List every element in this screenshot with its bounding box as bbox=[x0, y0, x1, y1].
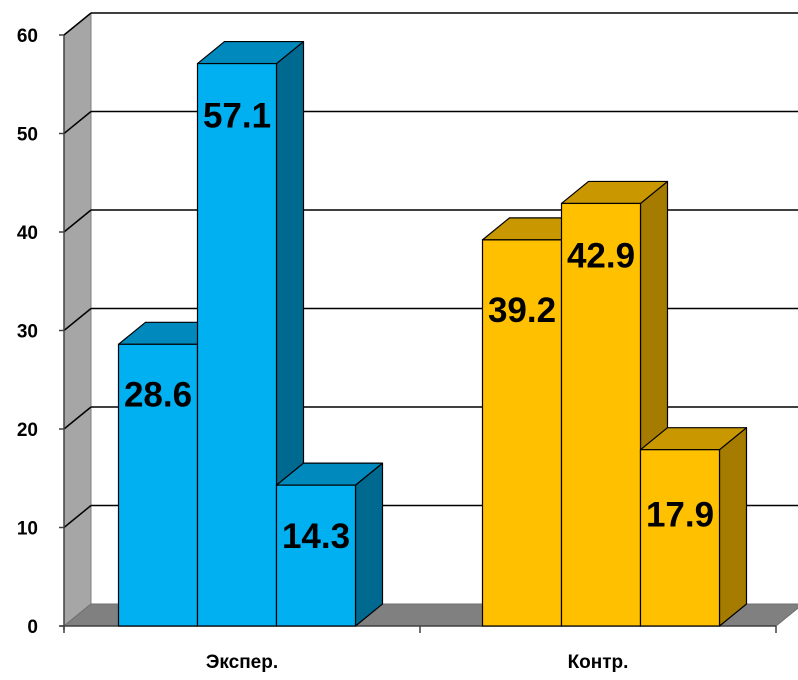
x-category-label: Экспер. bbox=[206, 652, 278, 673]
data-label: 39.2 bbox=[488, 291, 556, 330]
bar-side bbox=[718, 427, 748, 627]
x-category-label: Контр. bbox=[568, 652, 629, 673]
bar bbox=[275, 484, 357, 627]
bar bbox=[639, 449, 721, 627]
y-tick-label: 20 bbox=[17, 420, 38, 441]
data-label: 17.9 bbox=[646, 496, 714, 535]
data-labels: 28.6 57.1 14.3 39.2 42.9 17.9 bbox=[124, 97, 714, 557]
data-label: 57.1 bbox=[203, 97, 271, 136]
y-tick-label: 40 bbox=[17, 223, 38, 244]
bar bbox=[117, 343, 199, 627]
y-tick-label: 60 bbox=[17, 26, 38, 47]
bar bbox=[560, 202, 642, 627]
data-label: 42.9 bbox=[567, 236, 635, 275]
y-tick-label: 50 bbox=[17, 125, 38, 146]
bar bbox=[481, 239, 563, 627]
data-label: 14.3 bbox=[282, 517, 350, 556]
gridline-diagonal bbox=[63, 209, 92, 233]
bar bbox=[196, 62, 278, 627]
y-tick-label: 10 bbox=[17, 519, 38, 540]
gridline-diagonal bbox=[63, 12, 92, 36]
gridline-diagonal bbox=[63, 110, 92, 135]
y-tick-label: 30 bbox=[17, 322, 38, 343]
y-tick-label: 0 bbox=[27, 617, 38, 638]
gridline-diagonal bbox=[63, 406, 92, 430]
gridline-diagonal bbox=[63, 504, 92, 529]
bar-side bbox=[354, 462, 384, 627]
gridline-diagonal bbox=[63, 307, 92, 332]
data-label: 28.6 bbox=[124, 375, 192, 414]
bars bbox=[117, 40, 748, 627]
